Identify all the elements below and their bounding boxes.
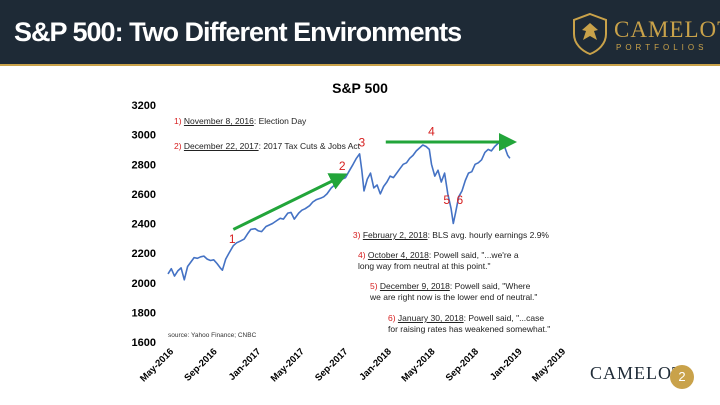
y-tick-label: 1600 <box>132 337 156 349</box>
annotation-number: 6) <box>388 313 398 323</box>
x-tick-label: May-2018 <box>399 346 437 384</box>
annotation-number: 1) <box>174 116 184 126</box>
x-tick-label: May-2016 <box>138 346 176 384</box>
annotation-text-continued: we are right now is the lower end of neu… <box>370 292 538 302</box>
source-note: source: Yahoo Finance; CNBC <box>168 332 257 339</box>
annotation-number: 2) <box>174 141 184 151</box>
logo-name: CAMELOT <box>614 17 720 42</box>
y-tick-label: 2000 <box>132 278 156 290</box>
annotation-date: October 4, 2018 <box>367 250 429 260</box>
annotation-text-continued: for raising rates has weakened somewhat.… <box>388 324 551 334</box>
event-marker: 4 <box>428 124 435 138</box>
y-tick-label: 3200 <box>132 100 156 112</box>
event-marker: 5 <box>443 193 450 207</box>
annotation-text: : Powell said, "...we're a <box>428 250 519 260</box>
chart-title: S&P 500 <box>332 80 388 96</box>
annotation-date: December 9, 2018 <box>379 281 450 291</box>
annotation-text: : Election Day <box>253 116 307 126</box>
event-annotation: 3) February 2, 2018: BLS avg. hourly ear… <box>353 230 549 241</box>
annotation-date: November 8, 2016 <box>183 116 254 126</box>
slide-title: S&P 500: Two Different Environments <box>14 17 462 47</box>
y-tick-label: 2800 <box>132 159 156 171</box>
annotation-date: January 30, 2018 <box>397 313 464 323</box>
camelot-logo: CAMELOT PORTFOLIOS <box>568 10 720 58</box>
x-tick-label: Sep-2018 <box>444 346 481 383</box>
annotation-number: 3) <box>352 230 363 240</box>
y-tick-label: 2600 <box>132 189 156 201</box>
annotation-date: December 22, 2017 <box>183 141 259 151</box>
event-marker: 3 <box>358 135 365 149</box>
logo-subtitle: PORTFOLIOS <box>616 43 708 52</box>
annotation-date: February 2, 2018 <box>362 230 428 240</box>
x-tick-label: Sep-2017 <box>313 346 350 383</box>
crest-icon <box>573 12 607 56</box>
y-tick-label: 1800 <box>132 307 156 319</box>
x-tick-label: May-2019 <box>530 346 568 384</box>
x-tick-label: May-2017 <box>269 346 307 384</box>
header-bar: S&P 500: Two Different Environments CAME… <box>0 0 720 66</box>
annotation-number: 5) <box>370 281 380 291</box>
trend-arrow <box>232 173 348 231</box>
page-number: 2 <box>670 365 694 389</box>
footer-logo-text: CAMELOT <box>590 363 684 383</box>
y-tick-label: 2400 <box>132 219 156 231</box>
annotation-text: : Powell said, "Where <box>449 281 531 291</box>
annotation-text: : Powell said, "...case <box>463 313 545 323</box>
event-marker: 2 <box>339 159 346 173</box>
x-tick-label: Sep-2016 <box>182 346 219 383</box>
x-tick-label: Jan-2018 <box>357 346 394 383</box>
event-marker: 1 <box>229 232 236 246</box>
event-annotation: 2) December 22, 2017: 2017 Tax Cuts & Jo… <box>174 141 360 152</box>
x-tick-label: Jan-2019 <box>488 346 525 383</box>
y-tick-label: 3000 <box>132 130 156 142</box>
event-annotation: 6) January 30, 2018: Powell said, "...ca… <box>388 313 550 335</box>
event-annotation: 5) December 9, 2018: Powell said, "Where… <box>370 281 537 303</box>
footer-logo: CAMELOT <box>590 363 684 384</box>
x-tick-label: Jan-2017 <box>227 346 264 383</box>
y-tick-label: 2200 <box>132 248 156 260</box>
event-marker: 6 <box>456 193 463 207</box>
event-annotation: 4) October 4, 2018: Powell said, "...we'… <box>358 250 519 272</box>
annotation-text: : 2017 Tax Cuts & Jobs Act <box>258 141 361 151</box>
annotation-text-continued: long way from neutral at this point." <box>358 261 491 271</box>
annotation-number: 4) <box>358 250 368 260</box>
annotation-text: : BLS avg. hourly earnings 2.9% <box>427 230 549 240</box>
event-annotation: 1) November 8, 2016: Election Day <box>174 116 306 127</box>
